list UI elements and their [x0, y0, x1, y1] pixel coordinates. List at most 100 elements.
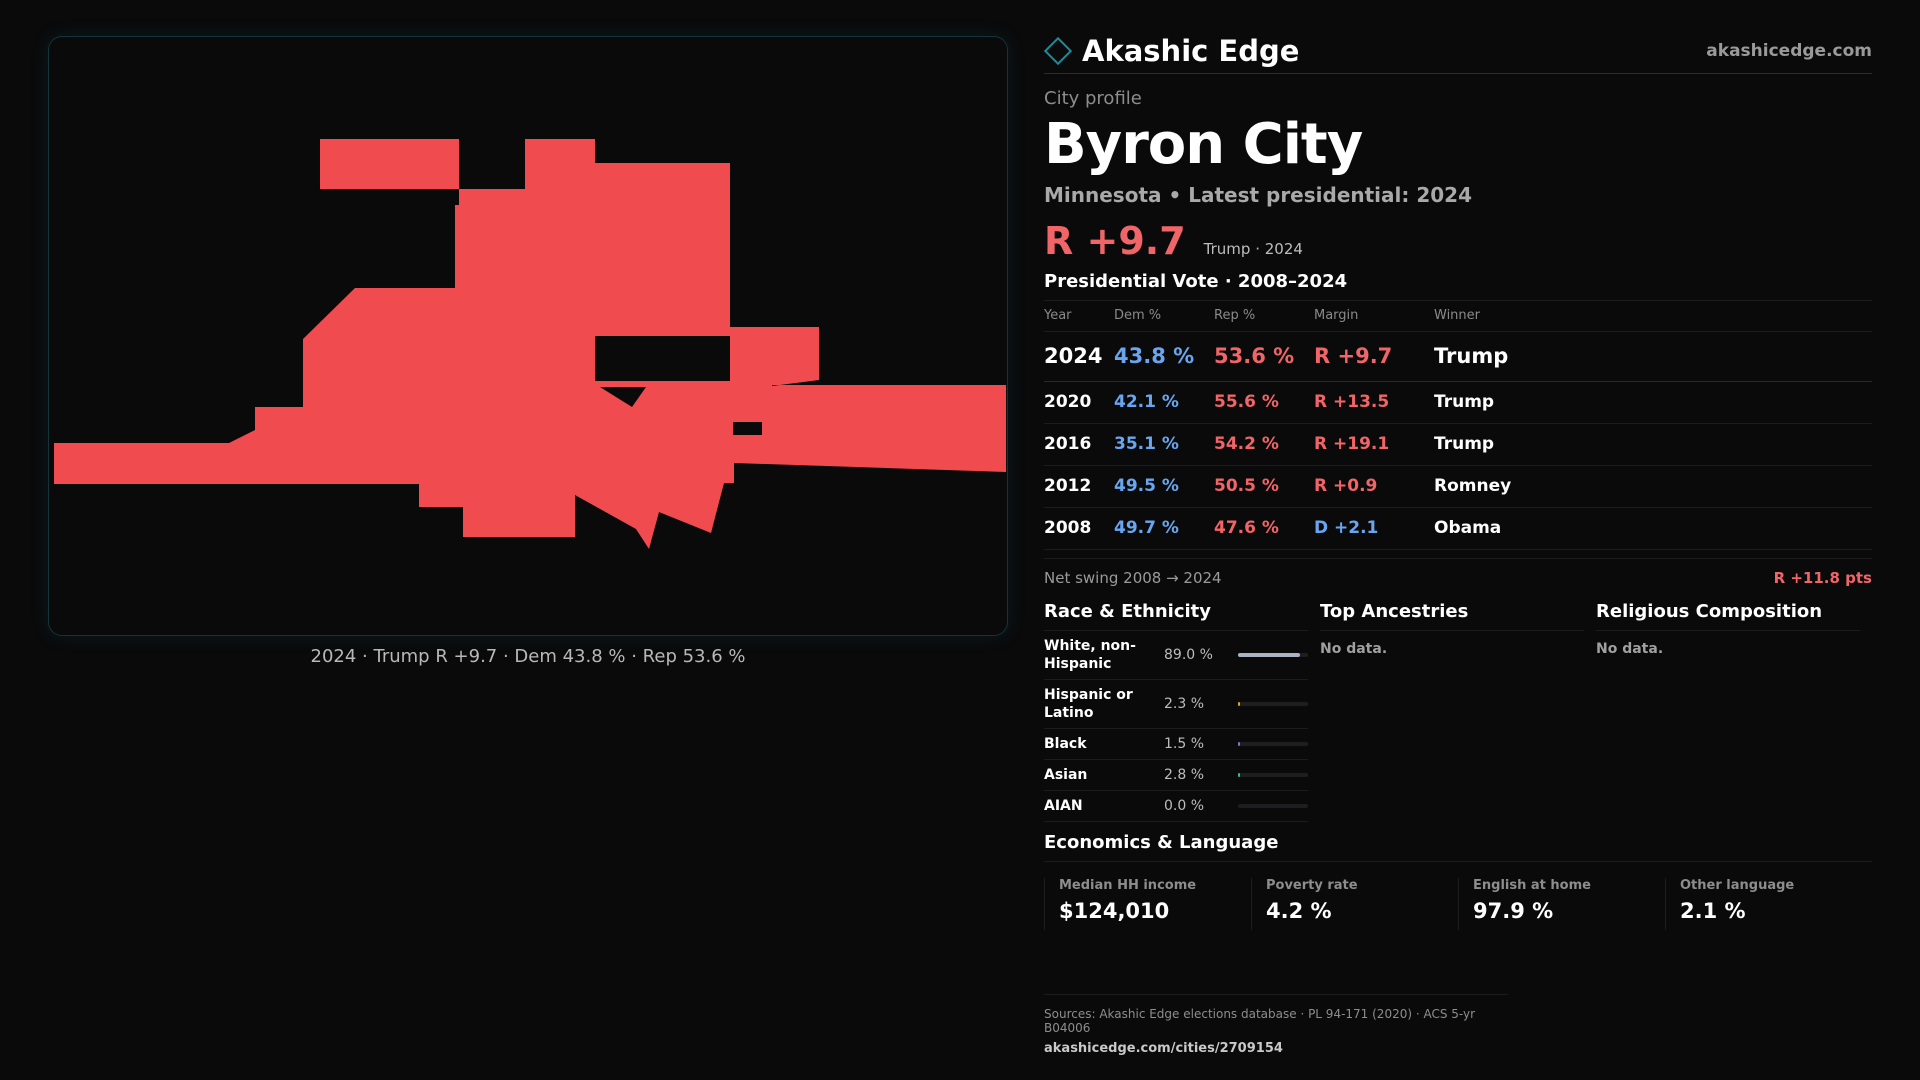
economics-stats: Median HH income $124,010 Poverty rate 4… — [1044, 877, 1872, 930]
net-swing-label: Net swing 2008 → 2024 — [1044, 568, 1222, 587]
brand-url-link[interactable]: akashicedge.com — [1706, 40, 1872, 61]
race-title: Race & Ethnicity — [1044, 601, 1308, 631]
race-bar-fill — [1238, 652, 1301, 657]
race-bar-fill — [1238, 701, 1241, 706]
headline-winner: Trump · 2024 — [1203, 240, 1303, 258]
stat-value: 2.1 % — [1680, 898, 1746, 923]
vote-section-title: Presidential Vote · 2008–2024 — [1044, 271, 1872, 301]
race-bar-fill — [1238, 772, 1241, 777]
city-boundary-shape[interactable] — [54, 139, 1006, 549]
row-year: 2024 — [1044, 331, 1114, 382]
stat-poverty-rate: Poverty rate 4.2 % — [1251, 877, 1458, 930]
row-year: 2012 — [1044, 465, 1114, 508]
race-pct: 2.8 % — [1164, 766, 1205, 783]
row-margin: R +9.7 — [1314, 331, 1434, 382]
page-subtitle: Minnesota • Latest presidential: 2024 — [1044, 183, 1473, 207]
diamond-logo-icon — [1043, 36, 1073, 65]
row-year: 2020 — [1044, 381, 1114, 424]
stat-value: 4.2 % — [1266, 898, 1332, 923]
row-winner: Obama — [1434, 507, 1872, 550]
list-item: White, non-Hispanic 89.0 % — [1044, 631, 1308, 680]
race-pct: 0.0 % — [1164, 797, 1205, 814]
table-row: 2020 42.1 % 55.6 % R +13.5 Trump — [1044, 381, 1872, 424]
race-bar-fill — [1238, 741, 1241, 746]
stat-label: English at home — [1473, 877, 1591, 893]
stat-label: Poverty rate — [1266, 877, 1358, 893]
map-caption: 2024 · Trump R +9.7 · Dem 43.8 % · Rep 5… — [310, 646, 746, 667]
row-year: 2016 — [1044, 423, 1114, 466]
race-bar — [1238, 772, 1308, 777]
race-pct: 89.0 % — [1164, 646, 1213, 663]
stat-value: 97.9 % — [1473, 898, 1554, 923]
row-margin: D +2.1 — [1314, 507, 1434, 550]
city-boundary-map[interactable] — [49, 37, 1008, 636]
brand-name: Akashic Edge — [1082, 33, 1300, 68]
ancestries-title: Top Ancestries — [1320, 601, 1584, 631]
race-label: Black — [1044, 735, 1087, 752]
row-dem: 49.7 % — [1114, 507, 1214, 550]
row-margin: R +19.1 — [1314, 423, 1434, 466]
row-winner: Trump — [1434, 423, 1872, 466]
religion-title: Religious Composition — [1596, 601, 1860, 631]
row-dem: 42.1 % — [1114, 381, 1214, 424]
row-winner: Trump — [1434, 331, 1872, 382]
row-margin: R +0.9 — [1314, 465, 1434, 508]
row-margin: R +13.5 — [1314, 381, 1434, 424]
stat-median-income: Median HH income $124,010 — [1044, 877, 1251, 930]
list-item: Asian 2.8 % — [1044, 760, 1308, 791]
headline-result: R +9.7 Trump · 2024 — [1044, 219, 1872, 263]
stat-english-at-home: English at home 97.9 % — [1458, 877, 1665, 930]
row-year: 2008 — [1044, 507, 1114, 550]
stat-other-language: Other language 2.1 % — [1665, 877, 1872, 930]
religion-column: Religious Composition No data. — [1596, 601, 1872, 822]
table-row: 2024 43.8 % 53.6 % R +9.7 Trump — [1044, 331, 1872, 382]
religion-nodata: No data. — [1596, 640, 1664, 657]
vote-table-header: Year Dem % Rep % Margin Winner — [1044, 301, 1872, 332]
race-bar — [1238, 803, 1308, 808]
map-panel[interactable] — [48, 36, 1008, 636]
row-dem: 35.1 % — [1114, 423, 1214, 466]
table-row: 2016 35.1 % 54.2 % R +19.1 Trump — [1044, 423, 1872, 466]
row-rep: 55.6 % — [1214, 381, 1314, 424]
demographics-section: Race & Ethnicity White, non-Hispanic 89.… — [1044, 601, 1872, 822]
row-dem: 49.5 % — [1114, 465, 1214, 508]
col-dem: Dem % — [1114, 301, 1214, 332]
col-winner: Winner — [1434, 301, 1872, 332]
table-row: 2012 49.5 % 50.5 % R +0.9 Romney — [1044, 465, 1872, 508]
row-rep: 54.2 % — [1214, 423, 1314, 466]
race-label: Asian — [1044, 766, 1088, 783]
row-winner: Trump — [1434, 381, 1872, 424]
race-label: AIAN — [1044, 797, 1083, 814]
table-row: 2008 49.7 % 47.6 % D +2.1 Obama — [1044, 507, 1872, 550]
page-kicker: City profile — [1044, 88, 1142, 109]
ancestries-column: Top Ancestries No data. — [1320, 601, 1596, 822]
race-bar — [1238, 701, 1308, 706]
sources-footer: Sources: Akashic Edge elections database… — [1044, 994, 1508, 1056]
row-rep: 47.6 % — [1214, 507, 1314, 550]
list-item: Black 1.5 % — [1044, 729, 1308, 760]
row-dem: 43.8 % — [1114, 331, 1214, 382]
race-label: White, non-Hispanic — [1044, 637, 1136, 672]
ancestries-nodata: No data. — [1320, 640, 1388, 657]
page-title: Byron City — [1044, 112, 1363, 177]
col-year: Year — [1044, 301, 1114, 332]
col-rep: Rep % — [1214, 301, 1314, 332]
stat-label: Other language — [1680, 877, 1795, 893]
stat-value: $124,010 — [1059, 898, 1170, 923]
race-label: Hispanic or Latino — [1044, 686, 1133, 721]
race-pct: 2.3 % — [1164, 695, 1205, 712]
stat-label: Median HH income — [1059, 877, 1197, 893]
list-item: Hispanic or Latino 2.3 % — [1044, 680, 1308, 729]
list-item: AIAN 0.0 % — [1044, 791, 1308, 822]
race-pct: 1.5 % — [1164, 735, 1205, 752]
col-margin: Margin — [1314, 301, 1434, 332]
row-winner: Romney — [1434, 465, 1872, 508]
sources-link[interactable]: akashicedge.com/cities/2709154 — [1044, 1041, 1283, 1056]
row-rep: 50.5 % — [1214, 465, 1314, 508]
row-rep: 53.6 % — [1214, 331, 1314, 382]
race-bar — [1238, 652, 1308, 657]
economics-title: Economics & Language — [1044, 832, 1872, 862]
net-swing-value: R +11.8 pts — [1773, 568, 1872, 587]
race-column: Race & Ethnicity White, non-Hispanic 89.… — [1044, 601, 1320, 822]
net-swing: Net swing 2008 → 2024 R +11.8 pts — [1044, 557, 1872, 587]
